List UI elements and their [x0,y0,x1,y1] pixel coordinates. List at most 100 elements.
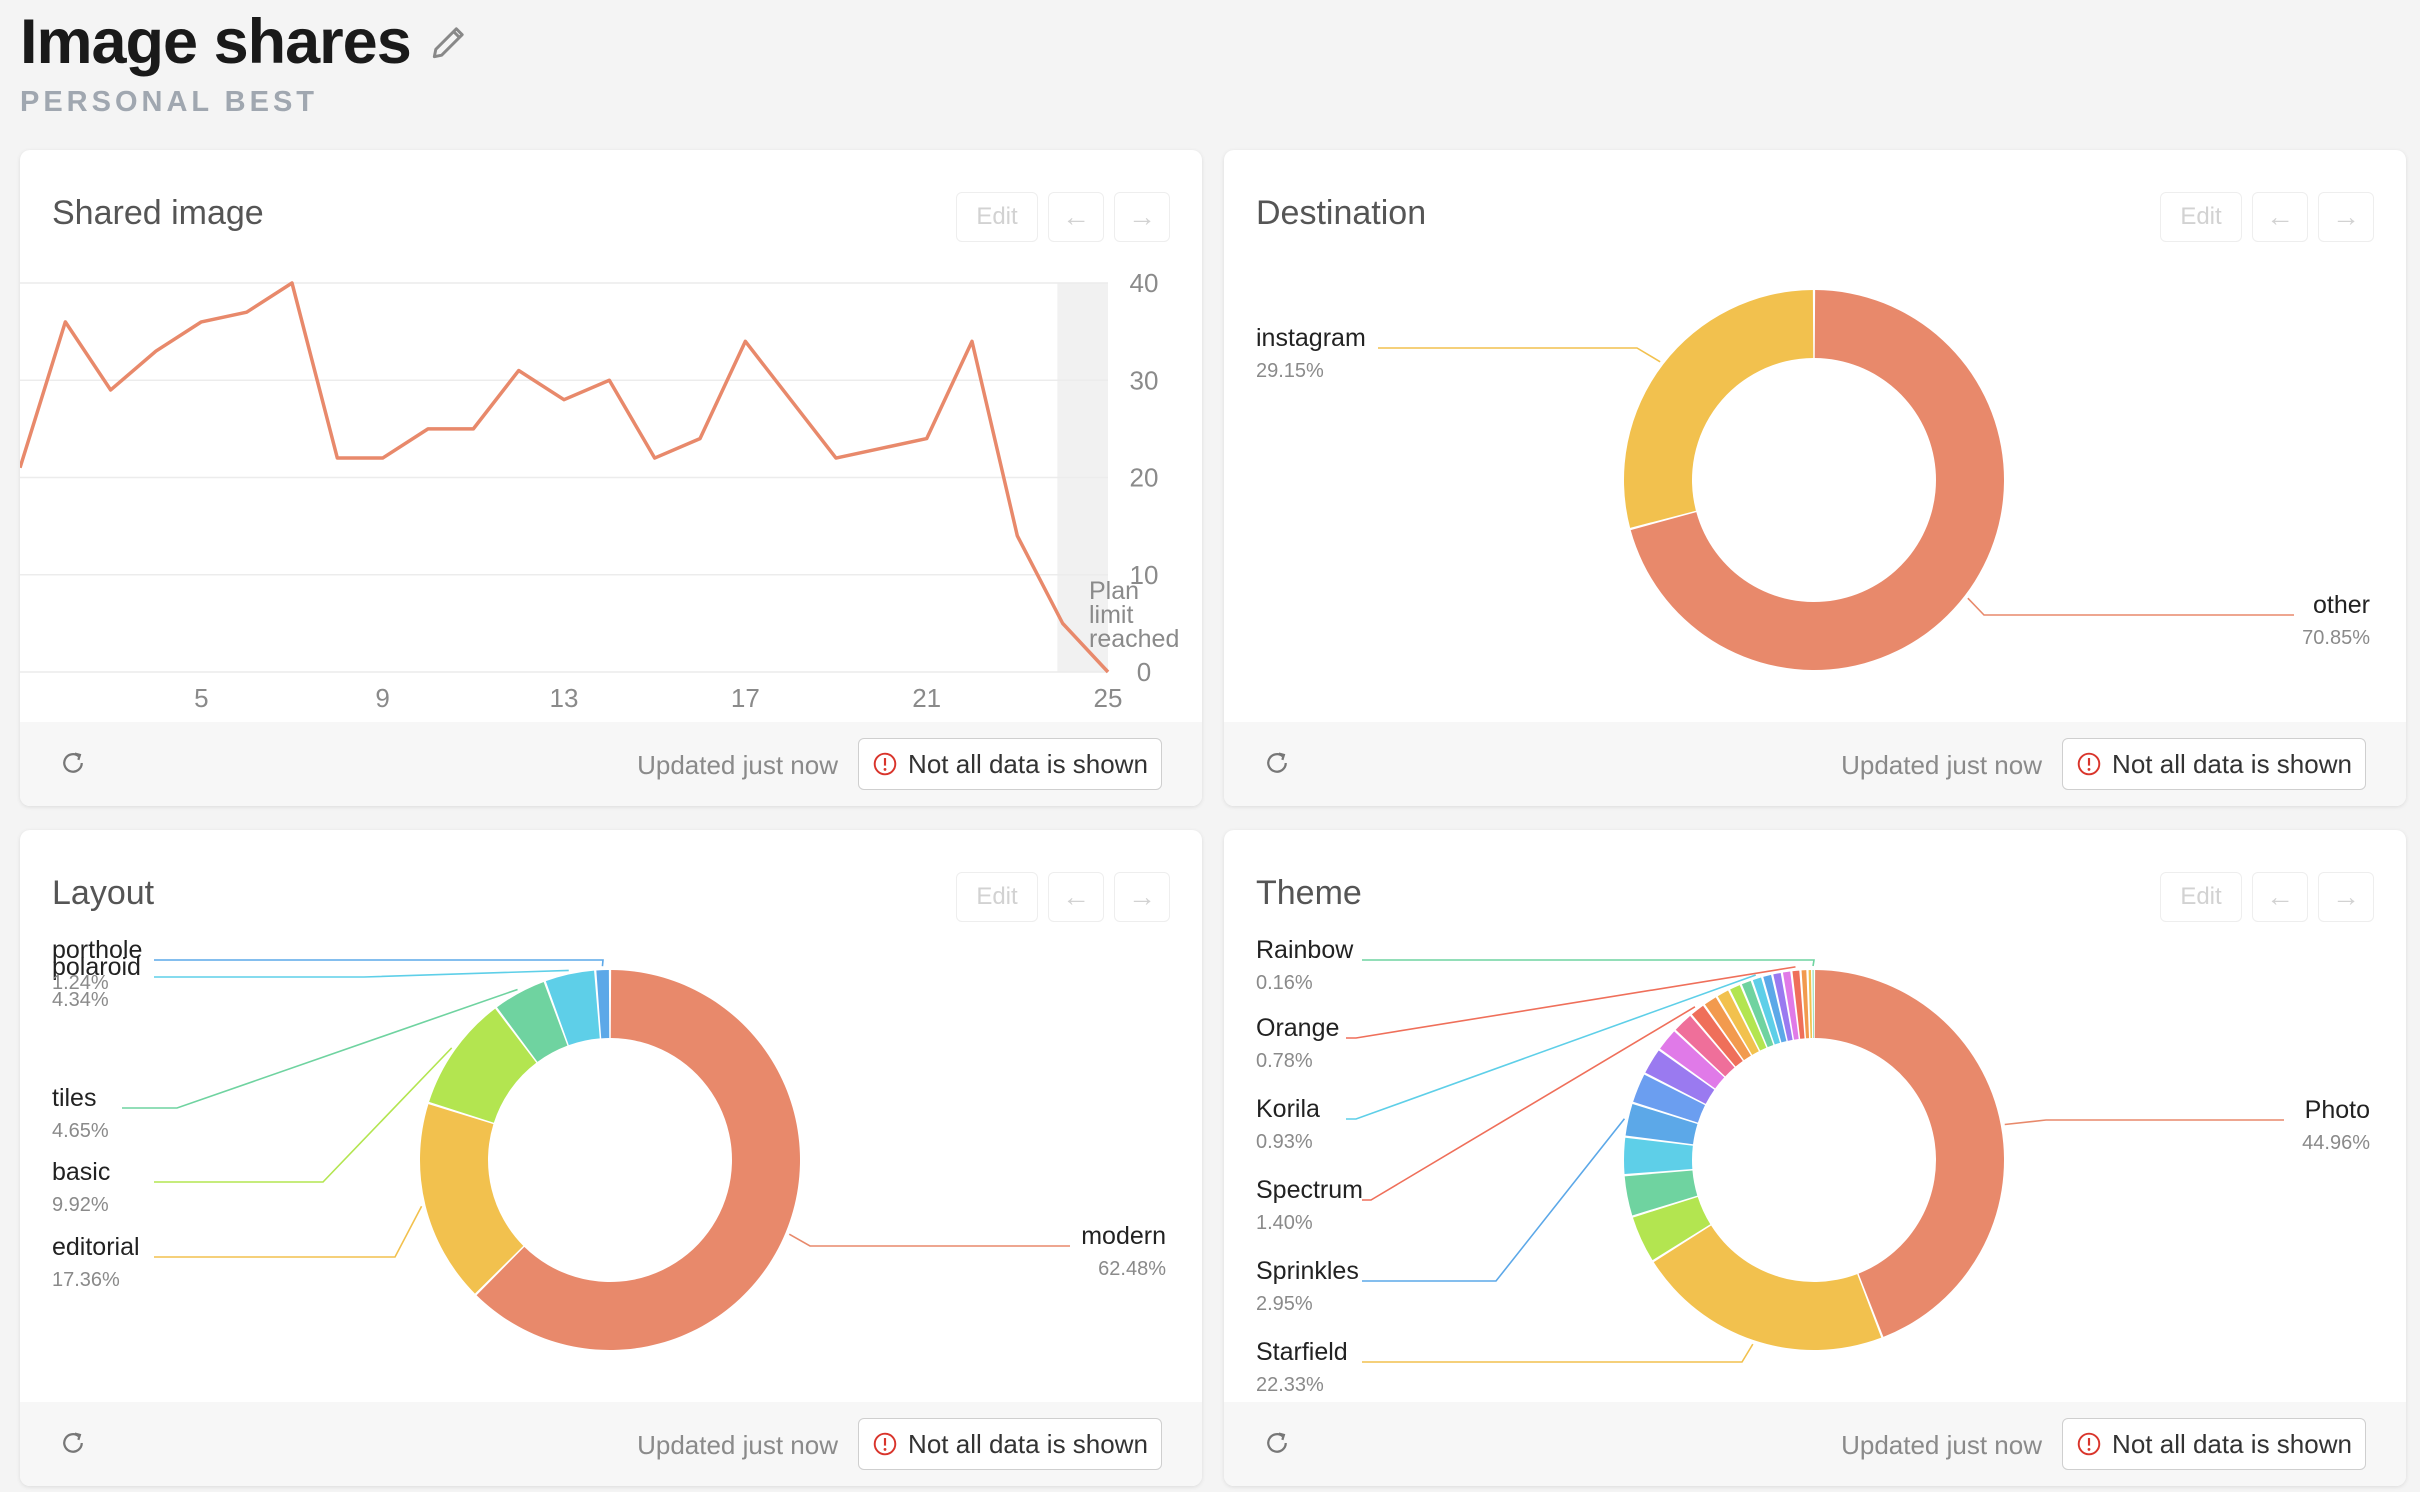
next-button[interactable]: → [2318,872,2374,922]
warning-icon [873,1432,897,1456]
y-tick-label: 40 [1130,268,1159,298]
donut-slice [1630,290,2004,670]
edit-button[interactable]: Edit [956,192,1038,242]
slice-percent: 0.16% [1256,972,1313,994]
leader-line [1362,1343,1754,1363]
page-header: Image shares PERSONAL BEST [20,6,471,119]
theme-donut-chart: Photo 44.96% Starfield 22.33% Sprinkles 2.95%… [1256,936,2370,1396]
donut-slice [545,970,600,1046]
slice-label: editorial [52,1233,140,1261]
prev-button[interactable]: ← [1048,872,1104,922]
slice-percent: 2.95% [1256,1293,1313,1315]
slice-percent: 17.36% [52,1269,120,1291]
card-toolbar: Edit ← → [956,192,1170,242]
edit-button[interactable]: Edit [2160,192,2242,242]
y-tick-label: 10 [1130,560,1159,590]
donut-slice [1814,970,2004,1337]
not-all-data-button[interactable]: Not all data is shown [858,738,1162,790]
not-all-data-button[interactable]: Not all data is shown [858,1418,1162,1470]
donut-slice [1625,1103,1698,1145]
slice-label: Orange [1256,1014,1339,1042]
slice-percent: 29.15% [1256,360,1324,382]
slice-label: instagram [1256,324,1366,352]
not-all-data-button[interactable]: Not all data is shown [2062,738,2366,790]
not-all-data-button[interactable]: Not all data is shown [2062,1418,2366,1470]
x-tick-label: 9 [375,683,389,713]
card-toolbar: Edit ← → [2160,872,2374,922]
x-tick-label: 25 [1094,683,1123,713]
card-toolbar: Edit ← → [2160,192,2374,242]
destination-donut-chart: other 70.85% instagram 29.15% [1256,290,2370,670]
leader-line [154,969,569,978]
slice-percent: 22.33% [1256,1374,1324,1396]
donut-slice [1808,970,1813,1039]
slice-label: other [2313,591,2370,619]
x-tick-label: 13 [550,683,579,713]
card-footer: Updated just now Not all data is shown [20,1402,1202,1486]
refresh-icon[interactable] [1262,748,1292,778]
next-button[interactable]: → [2318,192,2374,242]
leader-line [1967,597,2294,616]
warning-icon [2077,1432,2101,1456]
donut-slice [596,970,610,1039]
slice-percent: 1.24% [52,972,109,994]
leader-line [788,1233,1070,1247]
refresh-icon[interactable] [58,1428,88,1458]
updated-text: Updated just now [637,1430,838,1460]
donut-slice [1801,970,1810,1039]
card-title: Theme [1256,874,1362,912]
donut-slice [1752,977,1781,1045]
card-footer: Updated just now Not all data is shown [1224,1402,2406,1486]
y-tick-label: 30 [1130,365,1159,395]
slice-label: tiles [52,1084,96,1112]
slice-label: Korila [1256,1095,1320,1123]
warning-icon [2077,752,2101,776]
donut-slice [1792,970,1805,1039]
prev-button[interactable]: ← [2252,192,2308,242]
card-shared-image: Shared image Edit ← → 0 10 20 30 40 5 9 13 17 21 2… [20,150,1202,806]
donut-slice [1624,290,1814,528]
updated-text: Updated just now [637,750,838,780]
edit-button[interactable]: Edit [956,872,1038,922]
plan-limit-annotation: limit [1089,601,1133,629]
slice-label: Rainbow [1256,936,1354,964]
x-tick-label: 5 [194,683,208,713]
slice-label: Sprinkles [1256,1257,1359,1285]
warning-label: Not all data is shown [2112,748,2352,779]
next-button[interactable]: → [1114,192,1170,242]
next-button[interactable]: → [1114,872,1170,922]
leader-line [154,959,604,967]
leader-line [1362,959,1815,967]
refresh-icon[interactable] [1262,1428,1292,1458]
card-title: Destination [1256,194,1427,232]
refresh-icon[interactable] [58,748,88,778]
y-tick-label: 20 [1130,463,1159,493]
donut-slice [1730,985,1767,1051]
donut-slice [1632,1196,1711,1261]
slice-percent: 1.40% [1256,1212,1313,1234]
leader-line [1346,966,1796,1039]
series-line [20,281,1110,674]
leader-line [1362,1118,1626,1282]
warning-label: Not all data is shown [908,1428,1148,1459]
slice-label: Starfield [1256,1338,1348,1366]
donut-slice [1741,980,1774,1048]
prev-button[interactable]: ← [2252,872,2308,922]
pencil-icon[interactable] [427,20,471,64]
leader-line [122,988,518,1109]
card-title: Layout [52,874,155,912]
page-title: Image shares [20,7,412,77]
edit-button[interactable]: Edit [2160,872,2242,922]
donut-slice [1763,974,1787,1043]
card-title: Shared image [52,194,264,232]
leader-line [1346,974,1757,1120]
donut-slice [420,1104,524,1294]
prev-button[interactable]: ← [1048,192,1104,242]
card-layout: Layout Edit ← → modern 62.48% editorial 17.… [20,830,1202,1486]
donut-slice [1773,972,1793,1041]
card-theme: Theme Edit ← → Photo 44.96% Starfield 22.33… [1224,830,2406,1486]
donut-slice [1691,1005,1743,1067]
donut-slice [1653,1225,1882,1350]
donut-slice [1812,970,1814,1039]
slice-percent: 70.85% [2302,627,2370,649]
